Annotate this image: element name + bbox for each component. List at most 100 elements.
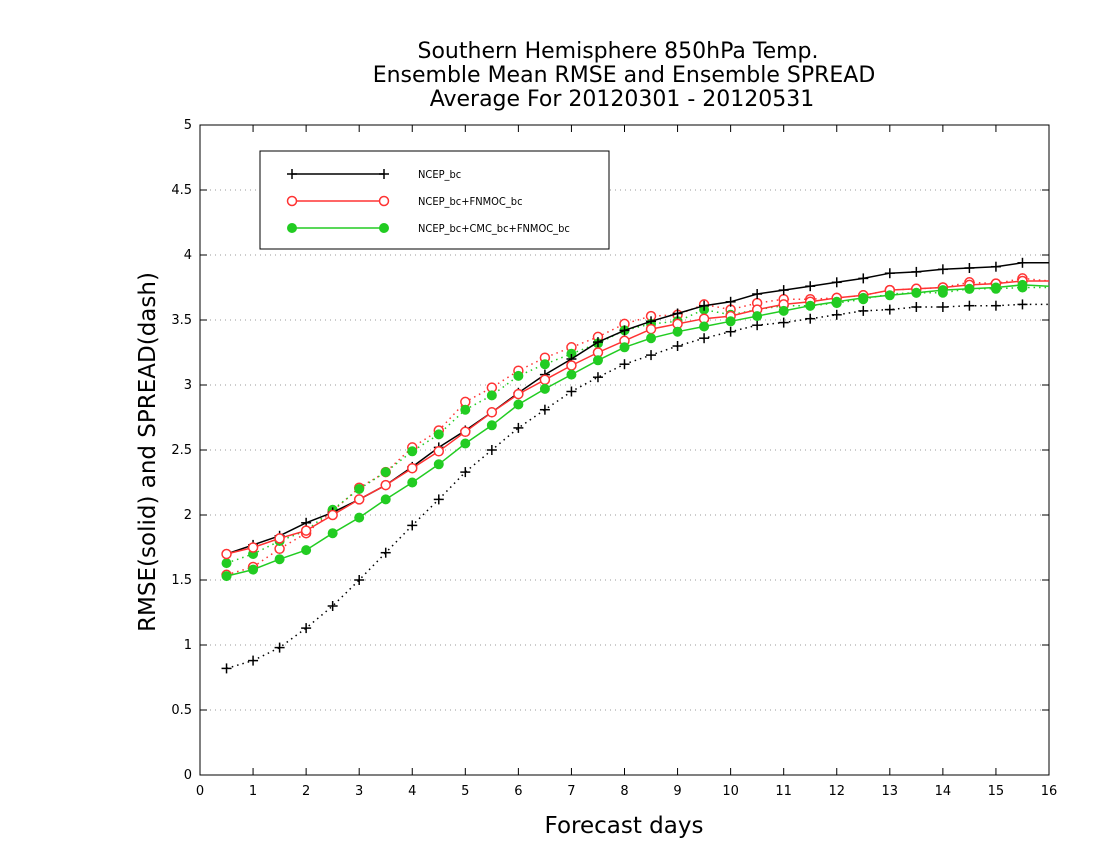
ncep-bc-cmc-bc-fnmoc-bc-rmse-point xyxy=(433,459,444,470)
ncep-bc-fnmoc-bc-rmse-point xyxy=(300,525,312,536)
ncep-bc-fnmoc-bc-rmse-line xyxy=(226,280,1049,555)
ncep-bc-cmc-bc-fnmoc-bc-rmse-point xyxy=(672,326,683,337)
series-layer xyxy=(221,257,1050,674)
ncep-bc-cmc-bc-fnmoc-bc-rmse-point xyxy=(911,287,922,298)
y-axis: 0 0.5 1 1.5 2 2.5 3 3.5 4 4.5 5 xyxy=(171,118,1049,783)
x-axis-title: Forecast days xyxy=(545,813,704,839)
y-axis-title: RMSE(solid) and SPREAD(dash) xyxy=(135,272,161,632)
x-tick-label: 5 xyxy=(461,784,469,799)
ncep-bc-cmc-bc-fnmoc-bc-spread-line xyxy=(226,286,1049,564)
ncep-bc-cmc-bc-fnmoc-bc-spread-point xyxy=(407,446,418,457)
ncep-bc-rmse-point xyxy=(725,296,736,307)
x-tick-label: 13 xyxy=(882,784,899,799)
ncep-bc-spread-point xyxy=(725,326,736,337)
ncep-bc-rmse-point xyxy=(778,285,789,296)
ncep-bc-spread-point xyxy=(831,309,842,320)
x-tick-label: 15 xyxy=(988,784,1005,799)
x-tick-label: 12 xyxy=(828,784,845,799)
ncep-bc-spread-point xyxy=(221,663,232,674)
ncep-bc-spread-point xyxy=(1017,299,1028,310)
legend-item: NCEP_bc xyxy=(287,168,461,181)
x-tick-label: 6 xyxy=(514,784,522,799)
ncep-bc-rmse-point xyxy=(752,289,763,299)
ncep-bc-spread-point xyxy=(858,305,869,316)
y-tick-label: 5 xyxy=(184,118,192,133)
legend-label: NCEP_bc xyxy=(418,168,461,181)
ncep-bc-fnmoc-bc-rmse-point xyxy=(274,533,285,544)
ncep-bc-spread-point xyxy=(301,623,312,634)
ncep-bc-rmse-point xyxy=(964,263,975,273)
legend: NCEP_bc NCEP_bc+FNMOC_bc NCEP_bc+CMC_bc+FN… xyxy=(259,150,610,250)
x-tick-label: 11 xyxy=(775,784,792,799)
legend-label: NCEP_bc+CMC_bc+FNMOC_bc xyxy=(418,222,570,235)
ncep-bc-cmc-bc-fnmoc-bc-spread-point xyxy=(513,370,524,381)
ncep-bc-rmse-point xyxy=(911,266,922,277)
chart-title-line-2: Ensemble Mean RMSE and Ensemble SPREAD xyxy=(373,63,876,88)
legend-label: NCEP_bc+FNMOC_bc xyxy=(418,195,523,208)
ncep-bc-cmc-bc-fnmoc-bc-rmse-point xyxy=(354,512,365,523)
ncep-bc-cmc-bc-fnmoc-bc-rmse-point xyxy=(752,311,763,322)
ncep-bc-cmc-bc-fnmoc-bc-rmse-point xyxy=(274,554,285,565)
ncep-bc-spread-point xyxy=(539,404,550,415)
ncep-bc-rmse-point xyxy=(1017,257,1028,268)
ncep-bc-cmc-bc-fnmoc-bc-rmse-point xyxy=(221,571,232,582)
ncep-bc-spread-point xyxy=(460,467,471,478)
x-tick-label: 4 xyxy=(408,784,416,799)
y-tick-label: 2 xyxy=(184,508,192,523)
y-tick-label: 2.5 xyxy=(171,443,192,458)
x-tick-label: 8 xyxy=(620,784,628,799)
ncep-bc-fnmoc-bc-rmse-point xyxy=(221,548,232,560)
x-axis: 0 1 2 3 4 5 6 7 8 9 10 11 12 13 14 15 16 xyxy=(196,125,1057,799)
ncep-bc-cmc-bc-fnmoc-bc-rmse-point xyxy=(1017,279,1028,290)
ncep-bc-spread-point xyxy=(274,642,285,653)
ncep-bc-cmc-bc-fnmoc-bc-rmse-point xyxy=(884,290,895,301)
ncep-bc-cmc-bc-fnmoc-bc-spread-point xyxy=(380,467,391,478)
ncep-bc-rmse-point xyxy=(805,281,816,292)
chart-title-line-1: Southern Hemisphere 850hPa Temp. xyxy=(418,39,819,64)
chart-title: Southern Hemisphere 850hPa Temp. Ensembl… xyxy=(373,39,876,112)
ncep-bc-rmse-point xyxy=(884,268,895,279)
ncep-bc-cmc-bc-fnmoc-bc-rmse-point xyxy=(831,296,842,307)
ncep-bc-fnmoc-bc-rmse-point xyxy=(460,426,471,438)
ncep-bc-cmc-bc-fnmoc-bc-rmse-point xyxy=(990,282,1001,293)
ncep-bc-cmc-bc-fnmoc-bc-spread-point xyxy=(354,484,365,494)
y-tick-label: 3.5 xyxy=(171,313,192,328)
ncep-bc-rmse-point xyxy=(858,273,869,284)
ncep-bc-cmc-bc-fnmoc-bc-rmse-point xyxy=(699,321,710,332)
ncep-bc-rmse-point xyxy=(937,264,948,275)
ncep-bc-spread-point xyxy=(805,313,816,324)
ncep-bc-spread-point xyxy=(990,300,1001,311)
ncep-bc-cmc-bc-fnmoc-bc-spread-point xyxy=(486,390,497,401)
ncep-bc-cmc-bc-fnmoc-bc-rmse-point xyxy=(407,477,418,488)
ncep-bc-spread-point xyxy=(566,386,577,397)
legend-box xyxy=(259,150,610,250)
x-tick-label: 3 xyxy=(355,784,363,799)
ncep-bc-spread-line xyxy=(226,303,1049,670)
ncep-bc-rmse-point xyxy=(619,325,630,336)
ncep-bc-cmc-bc-fnmoc-bc-rmse-point xyxy=(566,369,577,380)
ncep-bc-rmse-point xyxy=(990,261,1001,272)
ncep-bc-spread-point xyxy=(486,445,497,455)
x-tick-label: 0 xyxy=(196,784,204,799)
ncep-bc-rmse-point xyxy=(672,308,683,319)
ncep-bc-fnmoc-bc-rmse-point xyxy=(486,407,498,418)
ncep-bc-cmc-bc-fnmoc-bc-rmse-line xyxy=(226,284,1050,577)
ncep-bc-spread-point xyxy=(964,300,975,311)
x-tick-label: 16 xyxy=(1041,784,1058,799)
x-tick-label: 7 xyxy=(567,784,575,799)
ncep-bc-cmc-bc-fnmoc-bc-rmse-point xyxy=(248,564,259,575)
legend-marker xyxy=(379,223,389,233)
ncep-bc-spread-point xyxy=(911,302,922,312)
ncep-bc-fnmoc-bc-rmse-point xyxy=(407,462,418,474)
ncep-bc-fnmoc-bc-rmse-point xyxy=(353,494,365,505)
ncep-bc-spread-point xyxy=(592,372,603,383)
ncep-bc-rmse-point xyxy=(592,337,603,348)
ncep-bc-spread-point xyxy=(248,655,259,666)
ncep-bc-fnmoc-bc-rmse-point xyxy=(513,388,524,400)
ncep-bc-cmc-bc-fnmoc-bc-rmse-point xyxy=(646,333,657,344)
ncep-bc-spread-point xyxy=(646,350,657,361)
legend-item: NCEP_bc+FNMOC_bc xyxy=(286,195,523,208)
ncep-bc-cmc-bc-fnmoc-bc-spread-point xyxy=(539,359,550,370)
ncep-bc-fnmoc-bc-rmse-point xyxy=(247,542,259,553)
ncep-bc-fnmoc-bc-rmse-point xyxy=(433,446,445,457)
